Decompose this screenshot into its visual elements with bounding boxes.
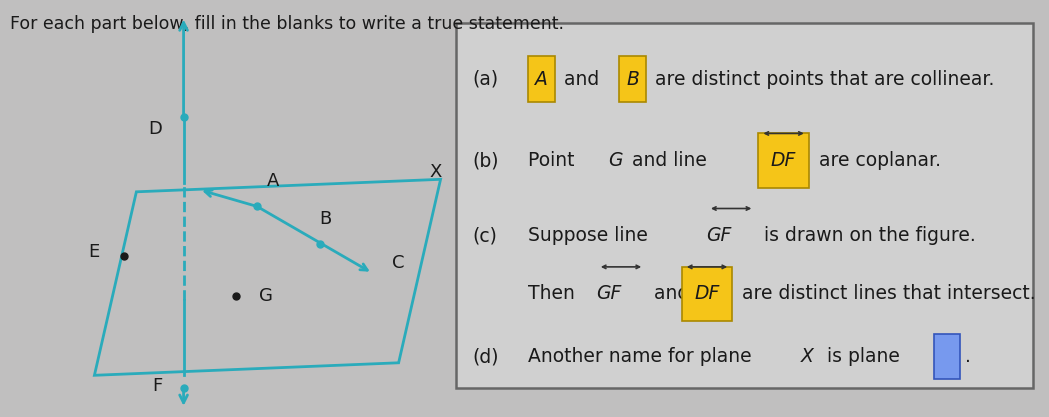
Text: is plane: is plane bbox=[821, 347, 906, 366]
Text: F: F bbox=[152, 377, 163, 395]
Text: Another name for plane: Another name for plane bbox=[528, 347, 757, 366]
Text: (c): (c) bbox=[472, 226, 497, 245]
Text: B: B bbox=[319, 210, 331, 228]
Text: (a): (a) bbox=[472, 70, 498, 89]
Text: are distinct points that are collinear.: are distinct points that are collinear. bbox=[649, 70, 994, 89]
Text: Suppose line: Suppose line bbox=[528, 226, 654, 245]
Text: Then: Then bbox=[528, 284, 580, 304]
Text: GF: GF bbox=[596, 284, 621, 304]
Text: X: X bbox=[429, 163, 442, 181]
Text: and: and bbox=[648, 284, 695, 304]
Text: and line: and line bbox=[626, 151, 713, 170]
Text: For each part below, fill in the blanks to write a true statement.: For each part below, fill in the blanks … bbox=[10, 15, 564, 33]
Text: D: D bbox=[149, 120, 163, 138]
Bar bbox=[934, 334, 960, 379]
Text: X: X bbox=[800, 347, 813, 366]
Text: are distinct lines that intersect.: are distinct lines that intersect. bbox=[736, 284, 1036, 304]
Text: and: and bbox=[558, 70, 605, 89]
Bar bbox=[758, 133, 809, 188]
Text: GF: GF bbox=[706, 226, 731, 245]
Bar bbox=[619, 56, 646, 102]
Bar bbox=[528, 56, 555, 102]
Text: G: G bbox=[608, 151, 623, 170]
Text: G: G bbox=[259, 287, 273, 305]
Text: Point: Point bbox=[528, 151, 580, 170]
Bar bbox=[682, 267, 732, 321]
Bar bbox=[456, 23, 1033, 388]
Text: B: B bbox=[626, 70, 639, 89]
Text: .: . bbox=[965, 347, 971, 366]
Text: A: A bbox=[266, 172, 279, 191]
Text: DF: DF bbox=[694, 284, 720, 304]
Text: DF: DF bbox=[771, 151, 796, 170]
Text: C: C bbox=[392, 254, 405, 272]
Text: are coplanar.: are coplanar. bbox=[813, 151, 941, 170]
Text: E: E bbox=[88, 243, 100, 261]
Text: (b): (b) bbox=[472, 151, 498, 170]
Text: A: A bbox=[535, 70, 548, 89]
Text: (d): (d) bbox=[472, 347, 498, 366]
Text: is drawn on the figure.: is drawn on the figure. bbox=[758, 226, 977, 245]
